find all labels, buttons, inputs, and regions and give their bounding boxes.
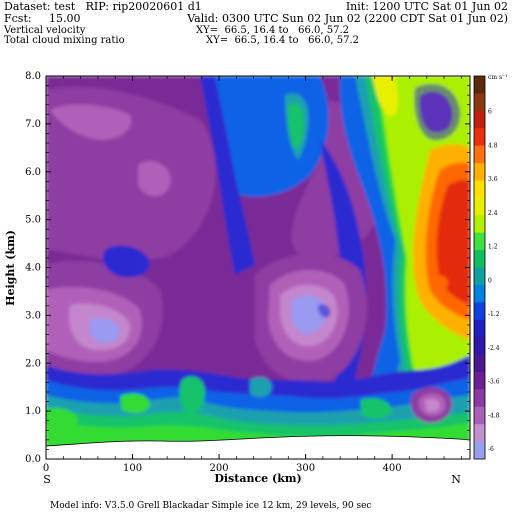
colorbar-unit: cm s⁻¹ [488,74,508,81]
colorbar-swatch [474,284,485,303]
y-tick-label: 4.0 [25,263,41,274]
colorbar-swatch [474,110,485,129]
y-tick-label: 3.0 [25,310,41,321]
colorbar: 6 4.8 3.6 2.4 1.2 0 -1.2 -2.4 -3.6 -4.8 -6 [473,75,500,460]
colorbar-swatch [474,319,485,338]
colorbar-tick-label: 3.6 [488,176,498,183]
colorbar-tick-label: 2.4 [488,210,498,217]
field-2-name: Total cloud mixing ratio [4,35,125,46]
y-tick-label: 0.0 [25,454,41,465]
central-dark-blue [200,76,255,275]
colorbar-tick-label: 1.2 [488,244,498,251]
init-time: Init: 1200 UTC Sat 01 Jun 02 [345,0,508,13]
y-tick-label: 7.0 [25,119,41,130]
upper-right-pocket-blue [414,83,461,141]
central-max-spot [318,304,331,318]
colorbar-swatch [474,389,485,408]
colorbar-tick-label: 0 [488,277,492,284]
x-axis-start-label: S [43,473,51,486]
colorbar-swatch [474,145,485,164]
dataset-line: Dataset: test RIP: rip20020601 d1 [4,0,202,13]
surface-green-spot-right [360,398,392,420]
forecast-hour: Fcst: 15.00 [4,12,81,25]
lower-right-max-core [425,398,440,413]
field-2-section: XY= 66.5, 16.4 to 66.0, 57.2 [206,35,359,46]
colorbar-tick-label: -3.6 [488,379,500,386]
updraft-red [436,180,470,305]
left-blue-blob [103,245,150,278]
x-axis: 0 100 200 300 400 [43,76,462,474]
model-info: Model info: V3.5.0 Grell Blackadar Simpl… [50,501,371,511]
field-1-name: Vertical velocity [4,25,86,36]
field-1-section: XY= 66.5, 16.4 to 66.0, 57.2 [196,25,349,36]
x-axis-end-label: N [451,473,461,486]
x-tick-label: 300 [296,463,315,474]
terrain-outline [45,435,471,447]
colorbar-tick-label: -4.8 [488,412,500,419]
updraft-yellow [372,76,399,116]
lower-left-max-core [88,318,120,344]
colorbar-swatch [474,180,485,199]
colorbar-swatch [474,337,485,355]
colorbar-swatch [474,406,485,425]
upper-left-lavender [50,104,131,140]
colorbar-swatch [474,197,485,216]
colorbar-swatch [474,232,485,251]
terrain-white [46,435,470,460]
upper-mid-lavender [138,161,171,197]
x-tick-label: 0 [43,463,49,474]
y-tick-label: 5.0 [25,215,41,226]
colorbar-tick-label: -1.2 [488,311,500,318]
colorbar-swatch [474,441,485,460]
surface-teal-spot-center [250,377,272,398]
valid-time: Valid: 0300 UTC Sun 02 Jun 02 (2200 CDT … [187,12,508,25]
colorbar-tick-label: -6 [488,446,494,453]
colorbar-swatch [474,371,485,390]
x-tick-label: 200 [210,463,229,474]
colorbar-swatch [474,215,485,234]
colorbar-swatch [474,128,485,147]
colorbar-swatch [474,163,485,181]
y-axis: 0.0 1.0 2.0 3.0 4.0 5.0 6.0 7.0 8.0 [25,71,470,465]
colorbar-tick-label: -2.4 [488,345,500,352]
y-axis-label: Height (km) [4,230,17,306]
surface-lime-spot-right [46,408,78,430]
y-tick-label: 6.0 [25,167,41,178]
colorbar-swatch [474,354,485,373]
colorbar-swatch [474,76,485,94]
colorbar-swatch [474,250,485,268]
colorbar-swatch [474,302,485,321]
colorbar-tick-label: 6 [488,109,492,116]
y-tick-label: 8.0 [25,71,41,82]
colorbar-tick-label: 4.8 [488,142,498,149]
colorbar-frame [473,75,486,460]
x-axis-label: Distance (km) [214,472,301,485]
y-tick-label: 2.0 [25,358,41,369]
surface-lime-spot-left [120,393,150,413]
y-tick-label: 1.0 [25,406,41,417]
colorbar-swatch [474,424,485,442]
colorbar-swatch [474,93,485,112]
central-max-core [290,295,327,334]
surface-green-column [179,376,205,414]
updraft-red-spot [432,275,448,291]
central-green [287,103,305,150]
x-tick-label: 100 [123,463,142,474]
colorbar-swatch [474,267,485,286]
plot-area [46,76,470,459]
x-tick-label: 400 [383,463,402,474]
